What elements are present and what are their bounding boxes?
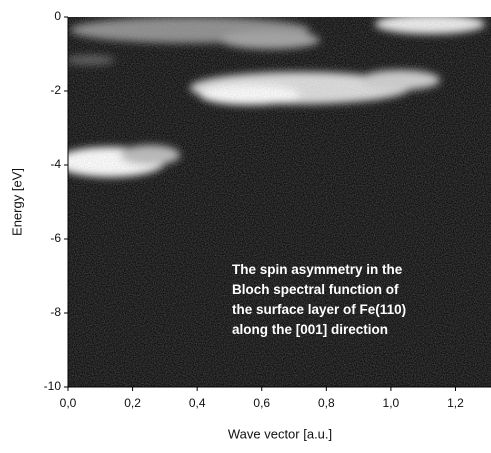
x-tick-label: 0,0 bbox=[60, 396, 77, 410]
y-tick-label: 0 bbox=[54, 9, 61, 23]
y-tick-label: -6 bbox=[50, 231, 61, 245]
x-tick-label: 1,0 bbox=[383, 396, 400, 410]
y-axis-label: Energy [eV] bbox=[9, 168, 24, 236]
x-tick-label: 0,8 bbox=[318, 396, 335, 410]
noise bbox=[68, 17, 491, 387]
x-tick-label: 0,4 bbox=[189, 396, 206, 410]
x-tick-label: 0,2 bbox=[124, 396, 141, 410]
annotation-line: along the [001] direction bbox=[232, 322, 388, 337]
x-tick-label: 1,2 bbox=[447, 396, 464, 410]
y-tick-label: -4 bbox=[50, 157, 61, 171]
annotation-line: The spin asymmetry in the bbox=[232, 262, 403, 277]
heatmap-image bbox=[68, 17, 491, 387]
y-tick-label: -10 bbox=[44, 379, 62, 393]
y-tick-label: -8 bbox=[50, 305, 61, 319]
x-axis-label: Wave vector [a.u.] bbox=[228, 426, 332, 441]
annotation-line: Bloch spectral function of bbox=[232, 282, 399, 297]
annotation: The spin asymmetry in the Bloch spectral … bbox=[232, 262, 406, 337]
annotation-line: the surface layer of Fe(110) bbox=[232, 302, 406, 317]
y-tick-label: -2 bbox=[50, 83, 61, 97]
x-tick-label: 0,6 bbox=[253, 396, 270, 410]
